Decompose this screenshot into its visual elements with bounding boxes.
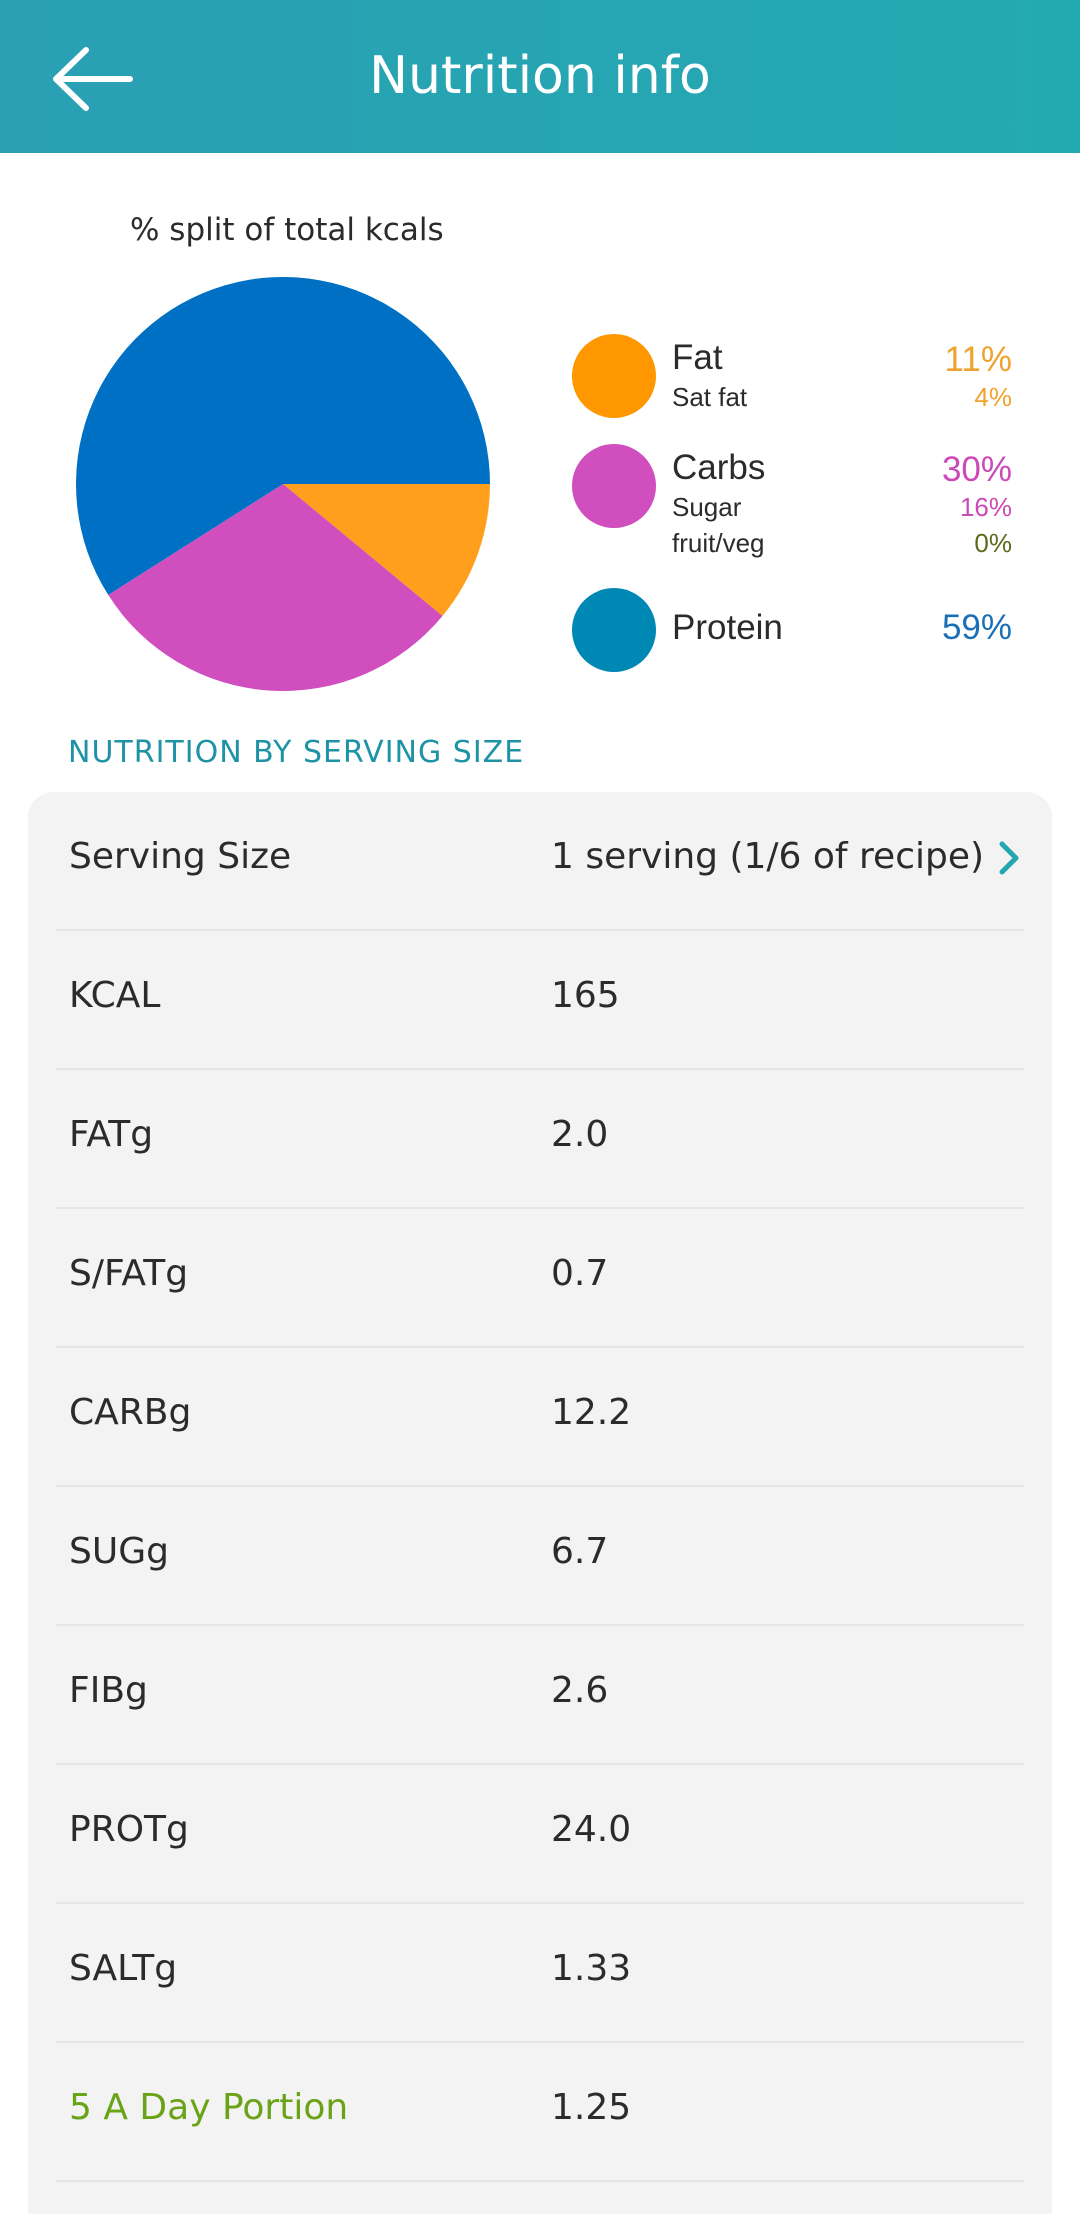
legend-sub-percent: 4%	[974, 382, 1012, 412]
legend-sub-label: fruit/veg	[672, 528, 765, 558]
app-header: Nutrition info	[0, 0, 1080, 153]
legend-swatch	[572, 334, 656, 418]
row-value: 165	[551, 975, 620, 1016]
row-label: 5 A Day Portion	[69, 2087, 349, 2128]
row-label: Serving Size	[69, 836, 292, 877]
legend-percent: 59%	[941, 608, 1012, 647]
nutrition-row: PROTg 24.0	[56, 1765, 1024, 1904]
pie-slice-carbs	[108, 484, 443, 691]
row-label: FIBg	[69, 1670, 148, 1711]
nutrition-row: FIBg 2.6	[56, 1626, 1024, 1765]
legend-name: Fat	[672, 338, 723, 377]
row-label: KCAL	[69, 975, 161, 1016]
kcal-pie-chart	[76, 277, 490, 691]
legend-sub-percent: 0%	[974, 528, 1012, 558]
row-label: SUGg	[69, 1531, 169, 1572]
legend-name: Carbs	[672, 448, 766, 487]
legend-item-protein: Protein 59%	[572, 588, 1012, 700]
legend-sub-percent: 16%	[959, 492, 1012, 522]
legend-item-carbs: Carbs 30% Sugar 16% fruit/veg 0%	[572, 440, 1012, 558]
legend-percent: 11%	[944, 340, 1012, 379]
chart-caption: % split of total kcals	[130, 212, 444, 248]
nutrition-row: SALTg 1.33	[56, 1904, 1024, 2043]
legend-swatch	[572, 588, 656, 672]
row-label: SALTg	[69, 1948, 178, 1989]
chevron-right-icon[interactable]	[994, 836, 1024, 880]
row-value: 2.0	[551, 1114, 609, 1155]
nutrition-row: CARBg 12.2	[56, 1348, 1024, 1487]
row-value: 0.7	[551, 1253, 609, 1294]
row-value: 6.7	[551, 1531, 609, 1572]
row-value: 1 serving (1/6 of recipe)	[551, 836, 985, 877]
row-label: CARBg	[69, 1392, 192, 1433]
legend-name: Protein	[672, 608, 783, 647]
nutrition-table: Serving Size 1 serving (1/6 of recipe) KCA…	[28, 792, 1052, 2214]
back-arrow-icon[interactable]	[50, 44, 136, 114]
pie-slice-protein	[76, 277, 490, 595]
row-value: 24.0	[551, 1809, 632, 1850]
nutrition-row: SUGg 6.7	[56, 1487, 1024, 1626]
nutrition-row: S/FATg 0.7	[56, 1209, 1024, 1348]
legend-swatch	[572, 444, 656, 528]
legend-sub-label: Sat fat	[672, 382, 748, 412]
nutrition-row: 5 A Day Portion 1.25	[56, 2043, 1024, 2182]
row-label: S/FATg	[69, 1253, 189, 1294]
row-value: 1.33	[551, 1948, 632, 1989]
legend-sub-label: Sugar	[672, 492, 742, 522]
pie-slice-fat	[283, 484, 490, 616]
page-title: Nutrition info	[369, 46, 711, 106]
row-value: 2.6	[551, 1670, 609, 1711]
serving-size-row[interactable]: Serving Size 1 serving (1/6 of recipe)	[56, 792, 1024, 931]
nutrition-row: KCAL 165	[56, 931, 1024, 1070]
row-label: PROTg	[69, 1809, 189, 1850]
nutrition-row: FATg 2.0	[56, 1070, 1024, 1209]
row-value: 1.25	[551, 2087, 632, 2128]
legend-percent: 30%	[941, 450, 1012, 489]
legend-item-fat: Fat 11% Sat fat 4%	[572, 330, 1012, 442]
section-title: NUTRITION BY SERVING SIZE	[68, 735, 525, 770]
row-label: FATg	[69, 1114, 154, 1155]
row-value: 12.2	[551, 1392, 632, 1433]
